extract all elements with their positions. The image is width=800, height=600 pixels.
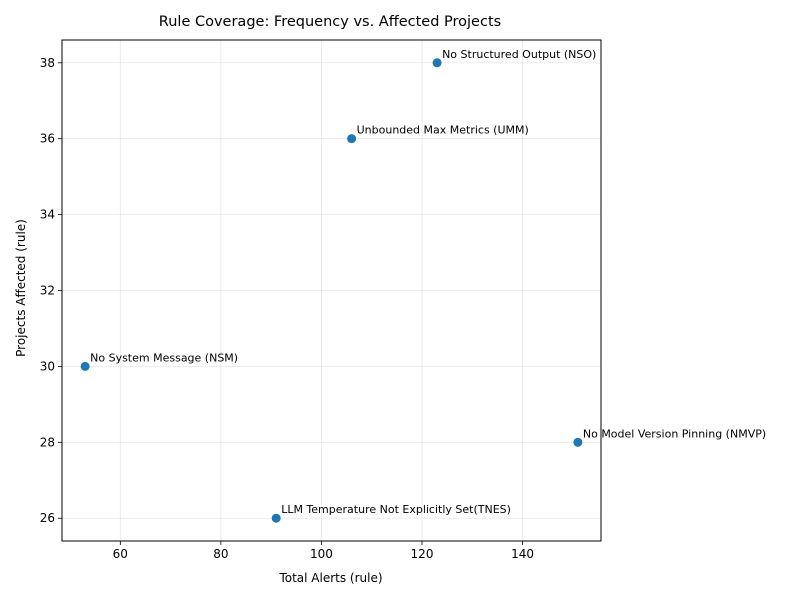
chart-title: Rule Coverage: Frequency vs. Affected Pr… [159,14,501,30]
y-tick-label: 32 [40,284,55,298]
scatter-point [347,134,357,144]
point-label: No Model Version Pinning (NMVP) [583,427,766,440]
scatter-point [432,58,442,68]
x-tick-label: 120 [411,547,434,561]
y-tick-label: 38 [40,56,55,70]
scatter-point [573,437,583,447]
x-tick-label: 60 [113,547,128,561]
data-points [80,58,583,523]
point-label: Unbounded Max Metrics (UMM) [357,124,529,137]
y-tick-label: 28 [40,435,55,449]
x-tick-label: 100 [310,547,333,561]
point-labels: No Structured Output (NSO) Unbounded Max … [90,48,766,516]
y-tick-label: 30 [40,359,55,373]
y-tick-label: 26 [40,511,55,525]
point-label: No Structured Output (NSO) [442,48,596,61]
scatter-point [80,361,90,371]
x-tick-label: 80 [213,547,228,561]
y-tick-label: 34 [40,208,55,222]
x-tick-label: 140 [511,547,534,561]
x-axis-ticks: 60 80 100 120 140 [113,541,534,561]
y-axis-ticks: 26 28 30 32 34 36 38 [40,56,62,525]
point-label: LLM Temperature Not Explicitly Set(TNES) [281,503,511,516]
point-label: No System Message (NSM) [90,351,238,364]
y-axis-label: Projects Affected (rule) [14,219,28,357]
scatter-point [271,513,281,523]
x-axis-label: Total Alerts (rule) [278,571,382,585]
grid [62,40,601,541]
y-tick-label: 36 [40,132,55,146]
